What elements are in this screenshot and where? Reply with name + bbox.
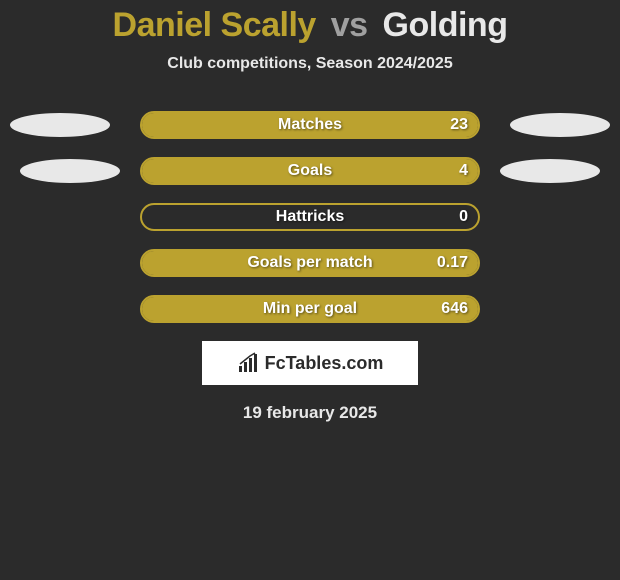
date-label: 19 february 2025 xyxy=(0,403,620,423)
left-oval xyxy=(20,159,120,183)
stats-area: Matches 23 Goals 4 Hattricks 0 Goals per match… xyxy=(0,111,620,323)
stat-label: Min per goal xyxy=(263,300,357,318)
subtitle: Club competitions, Season 2024/2025 xyxy=(0,55,620,73)
stat-label: Goals per match xyxy=(247,254,372,272)
brand-box: FcTables.com xyxy=(202,341,418,385)
bar-container: Goals per match 0.17 xyxy=(140,249,480,277)
stat-label: Goals xyxy=(288,162,332,180)
player1-name: Daniel Scally xyxy=(113,6,316,44)
bar-container: Min per goal 646 xyxy=(140,295,480,323)
player2-name: Golding xyxy=(383,6,508,44)
stat-row: Matches 23 xyxy=(0,111,620,139)
stat-label: Matches xyxy=(278,116,342,134)
left-oval xyxy=(10,113,110,137)
page-title: Daniel Scally vs Golding xyxy=(0,0,620,45)
stat-value: 23 xyxy=(450,116,468,134)
bars-icon xyxy=(237,352,259,374)
stat-row: Goals per match 0.17 xyxy=(0,249,620,277)
stat-value: 0.17 xyxy=(437,254,468,272)
stat-value: 4 xyxy=(459,162,468,180)
stat-row: Min per goal 646 xyxy=(0,295,620,323)
bar-container: Matches 23 xyxy=(140,111,480,139)
right-oval xyxy=(500,159,600,183)
stat-row: Goals 4 xyxy=(0,157,620,185)
stat-label: Hattricks xyxy=(276,208,344,226)
bar-container: Goals 4 xyxy=(140,157,480,185)
right-oval xyxy=(510,113,610,137)
stat-value: 0 xyxy=(459,208,468,226)
stat-row: Hattricks 0 xyxy=(0,203,620,231)
stat-value: 646 xyxy=(441,300,468,318)
brand-text: FcTables.com xyxy=(265,353,384,374)
bar-container: Hattricks 0 xyxy=(140,203,480,231)
vs-label: vs xyxy=(331,6,368,44)
